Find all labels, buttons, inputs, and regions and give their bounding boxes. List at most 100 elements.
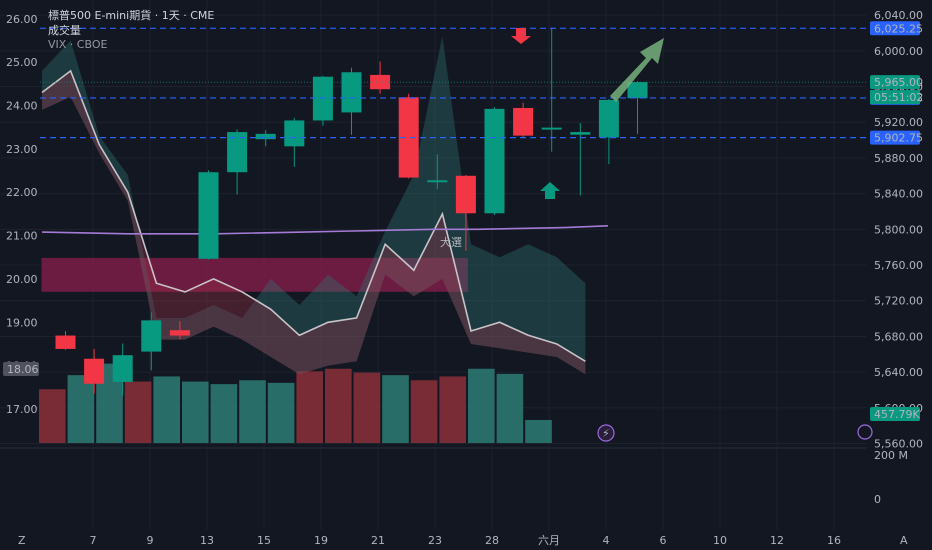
candle-body: [398, 97, 419, 178]
x-tick-label: 6: [660, 534, 667, 547]
volume-bar: [468, 368, 495, 443]
x-tick-label: 9: [147, 534, 154, 547]
x-tick-label: 12: [770, 534, 784, 547]
x-tick-label: 16: [827, 534, 841, 547]
candle-body: [627, 82, 648, 99]
price-tick-label: 6,000.00: [874, 45, 923, 58]
level-tag: 5,902.75: [874, 132, 923, 145]
moving-average-line: [41, 224, 609, 235]
sell-arrow-icon: [511, 28, 531, 44]
candle-body: [341, 72, 362, 113]
candle-body: [541, 127, 562, 130]
lightning-icon: [597, 424, 615, 442]
price-candles: [55, 27, 648, 396]
volume-bar: [325, 368, 352, 443]
moving-average: [41, 224, 609, 235]
price-tick-label: 5,680.00: [874, 330, 923, 343]
candle-body: [370, 74, 391, 90]
vix-band-lower-area: [42, 70, 586, 375]
x-tick-label: 13: [200, 534, 214, 547]
x-tick-label: 10: [713, 534, 727, 547]
x-tick-label: 六月: [538, 534, 560, 547]
price-tick-label: 5,800.00: [874, 223, 923, 236]
candle-body: [455, 175, 476, 214]
candle-body: [55, 335, 76, 349]
volume-bar: [39, 389, 66, 443]
current-price-tag-bg: [870, 75, 920, 90]
candle-body: [284, 120, 305, 147]
volume-bar: [124, 381, 152, 443]
level-tag-bg: [870, 130, 920, 145]
current-price-tag: 5,965.00: [874, 76, 923, 89]
vix-tick-label: 26.00: [6, 13, 38, 26]
volume-bar: [182, 381, 209, 443]
vix-tick-label: 22.00: [6, 186, 38, 199]
volume-indicator-title[interactable]: 成交量: [48, 24, 81, 37]
volume-current-tag: 457.79K: [874, 408, 920, 421]
candle-body: [570, 132, 591, 135]
vix-tick-label: 20.00: [6, 273, 38, 286]
price-tick-label: 5,640.00: [874, 366, 923, 379]
vix-tick-label: 21.00: [6, 230, 38, 243]
candle-body: [255, 133, 276, 140]
vix-tick-label: 25.00: [6, 56, 38, 69]
volume-bar: [496, 373, 524, 443]
candle-body: [112, 355, 133, 382]
zone-rect: [41, 257, 468, 292]
volume-bar: [239, 380, 266, 443]
volume-bar: [296, 371, 323, 443]
volume-bar: [353, 372, 381, 443]
buy-arrow-icon: [540, 182, 560, 199]
price-tick-label: 5,560.00: [874, 438, 923, 451]
vix-band-area: [42, 36, 586, 375]
candle-body: [312, 76, 333, 121]
x-tick-label: 4: [603, 534, 610, 547]
candle-body: [84, 358, 105, 384]
countdown-tag-bg: [870, 90, 920, 105]
candle-body: [141, 320, 162, 352]
price-tick-label: 5,720.00: [874, 295, 923, 308]
level-tag: 6,025.25: [874, 22, 923, 35]
volume-bars: [39, 363, 552, 443]
price-tick-label: 6,040.00: [874, 9, 923, 22]
vix-tick-label: 24.00: [6, 100, 38, 113]
volume-tick-label: 200 M: [874, 449, 908, 462]
supply-zone: [41, 257, 468, 292]
x-tick-left: Z: [18, 534, 26, 547]
price-tick-label: 5,840.00: [874, 188, 923, 201]
volume-bar: [210, 384, 238, 443]
countdown-tag: 05:51:02: [874, 91, 923, 104]
vix-tick-label: 19.00: [6, 316, 38, 329]
vix-current-tag-bg: [3, 362, 39, 376]
candle-body: [427, 180, 448, 183]
target-arrow-icon: [610, 38, 664, 102]
x-tick-right: A: [900, 534, 908, 547]
candle-body: [598, 99, 619, 138]
horizontal-levels[interactable]: [40, 27, 866, 139]
volume-current-tag-bg: [870, 407, 920, 421]
volume-bar: [67, 375, 95, 443]
x-tick-label: 15: [257, 534, 271, 547]
volume-bar: [153, 376, 180, 443]
price-tick-label: 5,880.00: [874, 152, 923, 165]
volume-bar: [525, 419, 552, 443]
replay-icon: [857, 424, 873, 440]
x-tick-label: 7: [90, 534, 97, 547]
volume-bar: [267, 382, 295, 443]
price-tick-label: 5,920.00: [874, 116, 923, 129]
price-tick-label: 5,760.00: [874, 259, 923, 272]
vix-overlay-title[interactable]: VIX · CBOE: [48, 38, 108, 51]
x-tick-label: 21: [371, 534, 385, 547]
x-tick-label: 28: [485, 534, 499, 547]
candle-body: [484, 108, 505, 214]
candle-body: [198, 172, 219, 259]
x-tick-label: 23: [428, 534, 442, 547]
level-tag-bg: [870, 21, 920, 36]
candle-body: [227, 132, 248, 173]
volume-bar: [439, 376, 466, 443]
x-tick-label: 19: [314, 534, 328, 547]
election-annotation: 大選: [440, 235, 462, 249]
symbol-title[interactable]: 標普500 E-mini期貨 · 1天 · CME: [48, 9, 215, 22]
volume-bar: [382, 375, 409, 443]
